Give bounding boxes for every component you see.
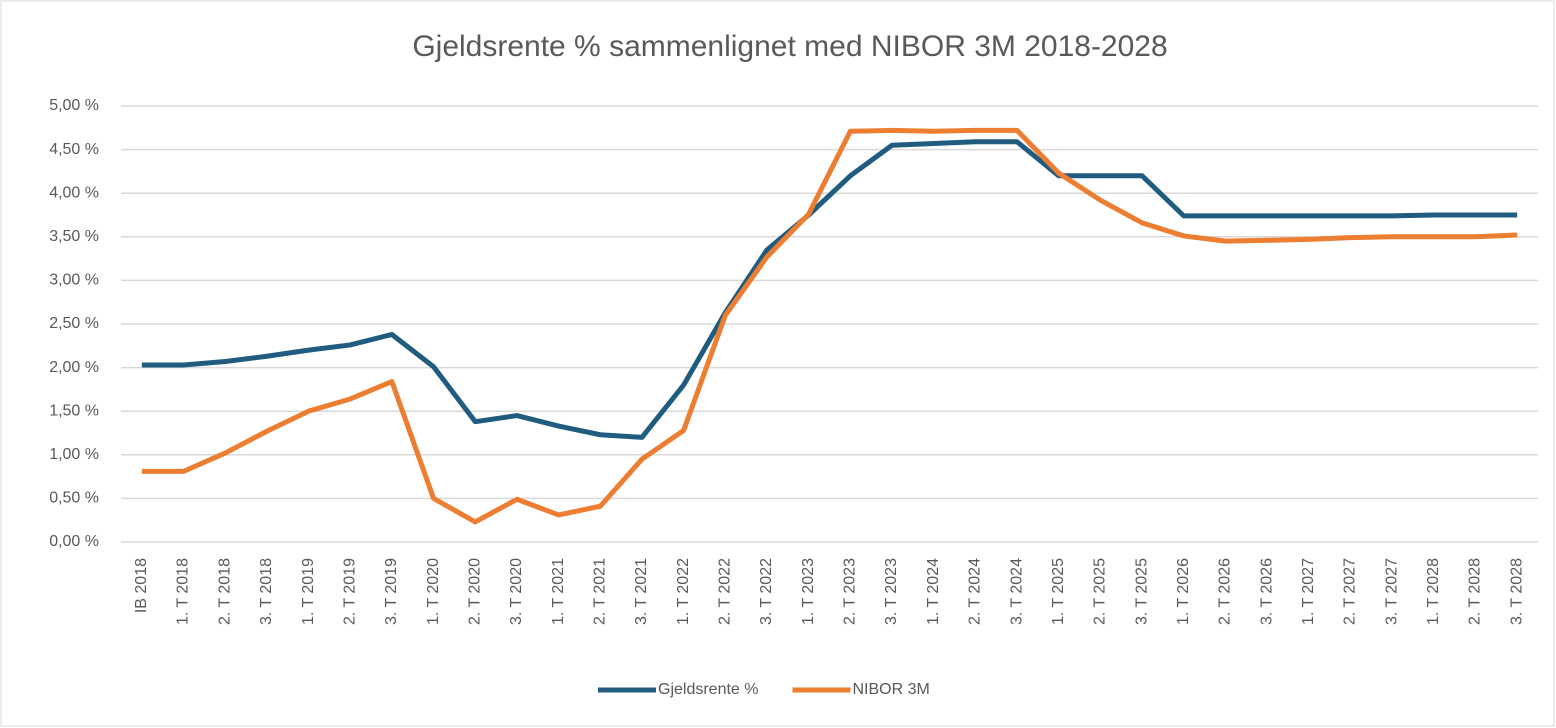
- x-tick-label: 1. T 2022: [675, 558, 692, 625]
- x-tick-label: 2. T 2025: [1092, 558, 1109, 625]
- y-tick-label: 4,00 %: [49, 184, 99, 201]
- x-tick-label: 2. T 2027: [1342, 558, 1359, 625]
- legend-label: NIBOR 3M: [853, 681, 930, 698]
- x-tick-label: 3. T 2021: [633, 558, 650, 625]
- x-tick-label: 2. T 2020: [466, 558, 483, 625]
- x-tick-label: 1. T 2024: [925, 558, 942, 625]
- x-tick-label: 2. T 2023: [842, 558, 859, 625]
- y-tick-label: 2,50 %: [49, 315, 99, 332]
- x-tick-label: 3. T 2020: [508, 558, 525, 625]
- x-tick-label: 3. T 2019: [383, 558, 400, 625]
- y-tick-label: 3,50 %: [49, 228, 99, 245]
- data-line: [141, 127, 1518, 525]
- x-tick-label: 3. T 2028: [1508, 558, 1525, 625]
- x-tick-label: 2. T 2021: [591, 558, 608, 625]
- chart-title: Gjeldsrente % sammenlignet med NIBOR 3M …: [412, 30, 1167, 63]
- y-tick-label: 1,00 %: [49, 446, 99, 463]
- y-tick-label: 0,50 %: [49, 490, 99, 507]
- x-tick-label: 3. T 2018: [258, 558, 275, 625]
- x-tick-label: 3. T 2024: [1008, 558, 1025, 625]
- x-tick-label: 1. T 2020: [425, 558, 442, 625]
- x-tick-label: 3. T 2023: [883, 558, 900, 625]
- x-tick-label: 1. T 2019: [300, 558, 317, 625]
- x-tick-label: 3. T 2022: [758, 558, 775, 625]
- x-tick-label: 3. T 2026: [1258, 558, 1275, 625]
- y-tick-label: 3,00 %: [49, 272, 99, 289]
- x-tick-label: 1. T 2028: [1425, 558, 1442, 625]
- y-tick-label: 5,00 %: [49, 97, 99, 114]
- x-tick-label: 2. T 2019: [341, 558, 358, 625]
- x-tick-label: 2. T 2026: [1217, 558, 1234, 625]
- y-tick-label: 2,00 %: [49, 359, 99, 376]
- x-tick-label: 3. T 2027: [1383, 558, 1400, 625]
- x-tick-label: 3. T 2025: [1133, 558, 1150, 625]
- x-tick-label: IB 2018: [133, 558, 150, 613]
- x-tick-label: 1. T 2026: [1175, 558, 1192, 625]
- x-tick-label: 2. T 2018: [216, 558, 233, 625]
- y-tick-label: 1,50 %: [49, 402, 99, 419]
- x-tick-label: 2. T 2024: [967, 558, 984, 625]
- x-tick-label: 1. T 2023: [800, 558, 817, 625]
- y-tick-label: 0,00 %: [49, 533, 99, 550]
- y-tick-label: 4,50 %: [49, 141, 99, 158]
- x-tick-label: 1. T 2018: [175, 558, 192, 625]
- x-tick-label: 1. T 2027: [1300, 558, 1317, 625]
- data-line: [141, 139, 1518, 440]
- x-tick-label: 2. T 2022: [717, 558, 734, 625]
- x-tick-label: 1. T 2021: [550, 558, 567, 625]
- x-tick-label: 2. T 2028: [1467, 558, 1484, 625]
- x-tick-label: 1. T 2025: [1050, 558, 1067, 625]
- legend-label: Gjeldsrente %: [658, 681, 759, 698]
